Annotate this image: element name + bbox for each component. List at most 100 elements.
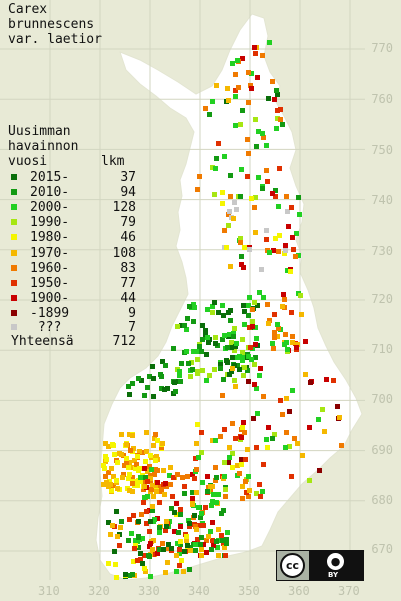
observation-square xyxy=(195,371,200,376)
observation-square xyxy=(276,249,281,254)
observation-square xyxy=(264,437,269,442)
observation-square xyxy=(191,302,196,307)
observation-square xyxy=(244,490,249,495)
map-title-line-1: Carex xyxy=(8,2,48,17)
observation-square xyxy=(295,342,300,347)
observation-square xyxy=(270,79,275,84)
observation-square xyxy=(247,488,252,493)
observation-square xyxy=(133,538,138,543)
observation-square xyxy=(135,558,140,563)
observation-square xyxy=(188,374,193,379)
observation-square xyxy=(150,547,155,552)
observation-square xyxy=(205,335,210,340)
observation-square xyxy=(220,190,225,195)
legend-total-label: Yhteensä xyxy=(11,334,74,349)
observation-square xyxy=(200,480,205,485)
observation-square xyxy=(103,441,108,446)
observation-square xyxy=(293,254,298,259)
observation-square xyxy=(307,425,312,430)
observation-square xyxy=(171,346,176,351)
observation-square xyxy=(184,349,189,354)
observation-square xyxy=(195,357,200,362)
observation-square xyxy=(119,519,124,524)
observation-square xyxy=(240,496,245,501)
observation-square xyxy=(287,409,292,414)
observation-square xyxy=(224,245,229,250)
observation-square xyxy=(289,205,294,210)
observation-square xyxy=(238,194,243,199)
cc-by-license-badge[interactable]: cc ● BY xyxy=(276,550,364,581)
observation-square xyxy=(247,325,252,330)
observation-square xyxy=(232,200,237,205)
observation-square xyxy=(247,247,252,252)
legend-count: 46 xyxy=(120,230,136,245)
observation-square xyxy=(143,475,148,480)
observation-square xyxy=(180,475,185,480)
observation-square xyxy=(173,389,178,394)
observation-square xyxy=(233,384,238,389)
observation-square xyxy=(243,457,248,462)
observation-square xyxy=(112,452,117,457)
observation-square xyxy=(119,432,124,437)
observation-square xyxy=(187,567,192,572)
observation-square xyxy=(205,474,210,479)
observation-square xyxy=(240,337,245,342)
observation-square xyxy=(249,196,254,201)
observation-square xyxy=(153,458,158,463)
observation-square xyxy=(157,530,162,535)
observation-square xyxy=(225,345,230,350)
observation-square xyxy=(284,194,289,199)
observation-square xyxy=(148,476,153,481)
observation-square xyxy=(288,269,293,274)
observation-square xyxy=(228,264,233,269)
observation-square xyxy=(227,445,232,450)
observation-square xyxy=(260,489,265,494)
observation-square xyxy=(200,323,205,328)
observation-square xyxy=(246,70,251,75)
observation-square xyxy=(266,425,271,430)
observation-square xyxy=(149,487,154,492)
observation-square xyxy=(230,451,235,456)
observation-square xyxy=(220,393,225,398)
map-title-line-2: brunnescens xyxy=(8,17,95,32)
observation-square xyxy=(232,348,237,353)
observation-square xyxy=(233,344,238,349)
observation-square xyxy=(142,553,147,558)
y-axis-label: 700 xyxy=(371,392,393,406)
observation-square xyxy=(195,537,200,542)
observation-square xyxy=(193,524,198,529)
observation-square xyxy=(104,457,109,462)
observation-square xyxy=(259,267,264,272)
y-axis-label: 740 xyxy=(371,193,393,207)
observation-square xyxy=(151,443,156,448)
observation-square xyxy=(239,457,244,462)
observation-square xyxy=(172,529,177,534)
observation-square xyxy=(216,527,221,532)
observation-square xyxy=(285,347,290,352)
observation-square xyxy=(265,445,270,450)
observation-square xyxy=(234,207,239,212)
observation-square xyxy=(275,116,280,121)
observation-square xyxy=(214,83,219,88)
observation-square xyxy=(163,570,168,575)
observation-square xyxy=(286,224,291,229)
observation-square xyxy=(204,352,209,357)
observation-square xyxy=(230,465,235,470)
observation-square xyxy=(240,425,245,430)
observation-square xyxy=(238,236,243,241)
observation-square xyxy=(227,455,232,460)
observation-square xyxy=(252,300,257,305)
observation-square xyxy=(282,342,287,347)
observation-square xyxy=(182,323,187,328)
observation-square xyxy=(159,445,164,450)
observation-square xyxy=(258,494,263,499)
observation-square xyxy=(167,473,172,478)
observation-square xyxy=(210,310,215,315)
observation-square xyxy=(218,366,223,371)
x-axis-label: 370 xyxy=(338,584,360,598)
observation-square xyxy=(193,456,198,461)
legend-count: 44 xyxy=(120,291,136,306)
observation-square xyxy=(123,572,128,577)
observation-squares xyxy=(101,40,344,580)
observation-square xyxy=(241,303,246,308)
